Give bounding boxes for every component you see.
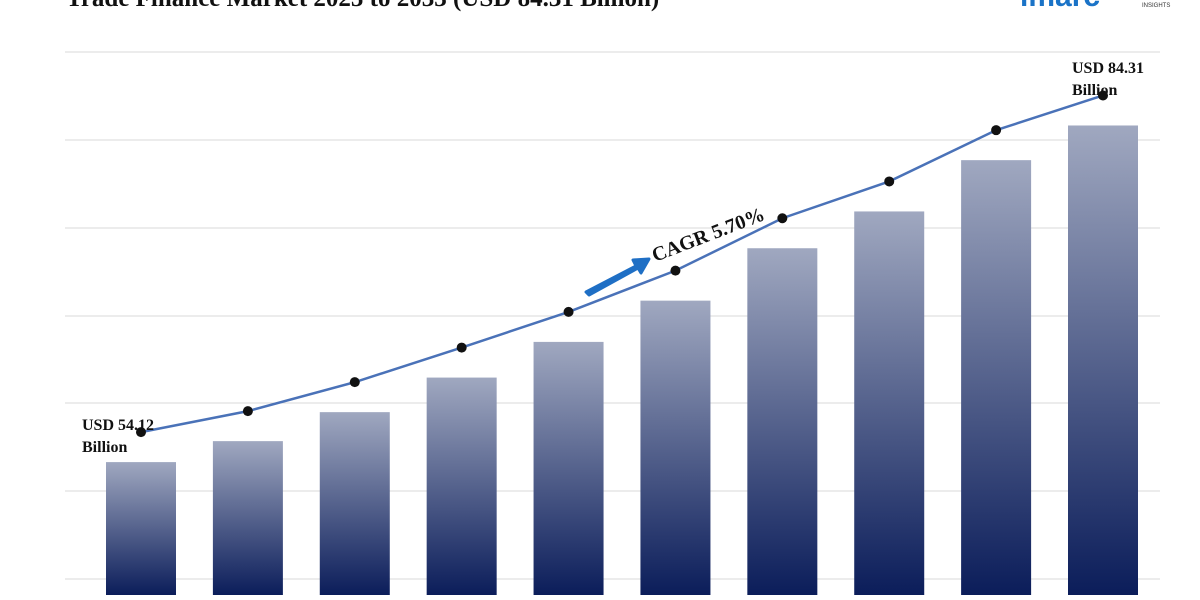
cagr-arrow	[584, 257, 651, 297]
trend-dot	[242, 406, 253, 417]
trend-dot	[670, 265, 681, 276]
trend-dot	[884, 176, 895, 187]
trend-dot	[777, 213, 788, 224]
bar	[212, 441, 283, 595]
bar	[640, 300, 711, 595]
trend-line	[140, 94, 1104, 434]
bar	[747, 248, 818, 595]
bar	[106, 462, 176, 595]
trend-dot	[1098, 90, 1108, 101]
value-label: USD 54.12 Billion	[82, 417, 155, 457]
trend-dot	[456, 342, 467, 353]
chart-title: Trade Finance Market 2025 to 2033 (USD 8…	[66, 0, 659, 12]
value-label: USD 84.31 Billion	[1072, 60, 1145, 100]
trend-dot	[991, 125, 1002, 136]
bar	[961, 160, 1032, 596]
bar	[854, 211, 925, 595]
bar	[426, 377, 497, 595]
trend-dot	[563, 306, 574, 317]
bar	[319, 412, 390, 595]
trend-dot	[349, 377, 360, 388]
bar	[533, 341, 604, 595]
logo: imarc	[1020, 0, 1100, 13]
logo-tagline: INSIGHTS	[1142, 3, 1170, 9]
bar	[1068, 125, 1138, 596]
trend-dot	[136, 427, 146, 438]
